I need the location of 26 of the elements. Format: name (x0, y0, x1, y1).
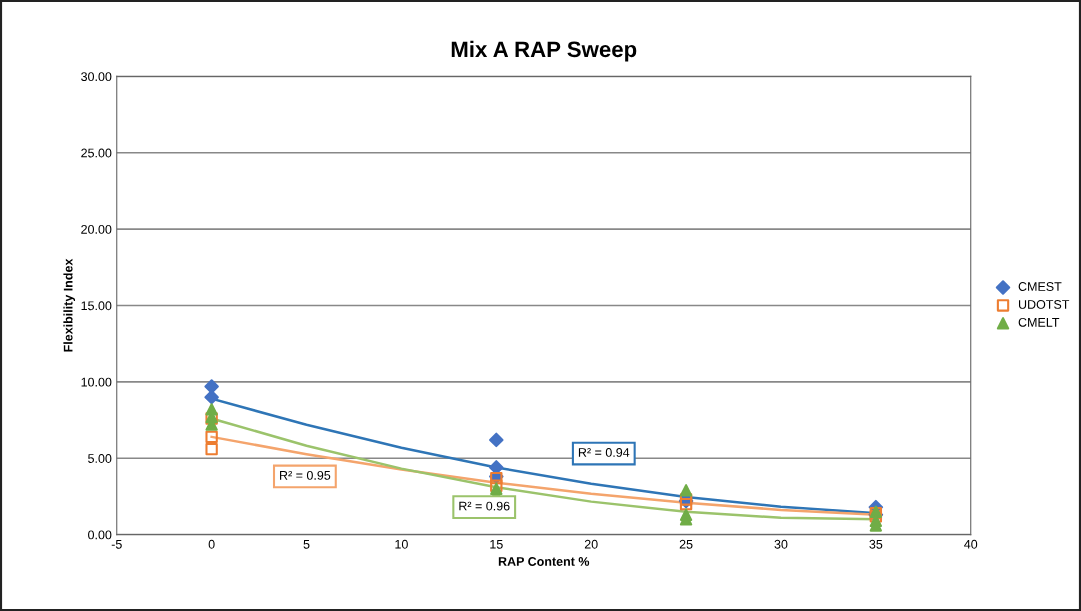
x-tick-label: 35 (869, 539, 883, 549)
x-tick-label: -5 (111, 539, 122, 549)
legend-label: UDOTST (1018, 300, 1070, 309)
y-tick-label: 0.00 (88, 530, 112, 540)
y-tick-label: 30.00 (81, 72, 112, 82)
y-tick-label: 10.00 (81, 377, 112, 387)
annotation: R² = 0.94 (578, 448, 630, 457)
x-tick-label: 25 (679, 539, 693, 549)
x-tick-label: 40 (964, 539, 978, 549)
annotation: R² = 0.96 (459, 501, 510, 511)
x-tick-label: 10 (395, 539, 408, 549)
y-tick-label: 5.00 (88, 454, 112, 463)
x-axis-title: RAP Content % (498, 557, 590, 566)
x-tick-label: 30 (774, 539, 788, 549)
x-tick-label: 0 (208, 539, 215, 549)
x-tick-label: 5 (303, 539, 310, 549)
legend-label: CMELT (1018, 317, 1060, 327)
annotation: R² = 0.95 (280, 470, 331, 480)
x-tick-label: 20 (584, 539, 598, 549)
chart-title: Mix A RAP Sweep (451, 40, 637, 62)
x-tick-label: 15 (490, 539, 503, 549)
y-tick-label: 20.00 (81, 224, 112, 234)
y-axis-title: Flexibility Index (63, 258, 76, 352)
y-tick-label: 25.00 (81, 148, 112, 158)
legend-label: CMEST (1018, 282, 1062, 291)
y-tick-label: 15.00 (81, 301, 112, 311)
